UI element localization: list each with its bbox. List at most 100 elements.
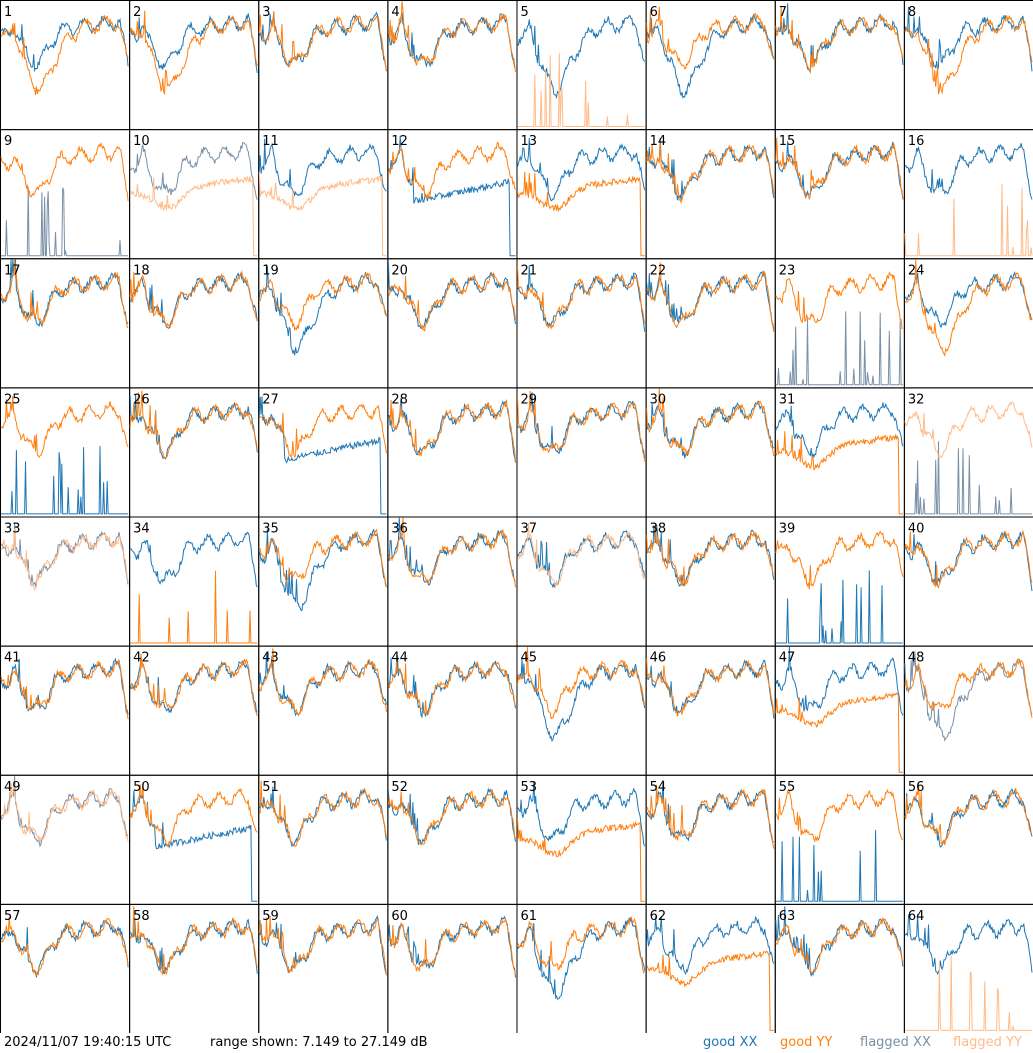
series-yy-line	[258, 11, 387, 71]
series-yy-line	[387, 271, 516, 333]
panel-25: 25	[0, 387, 131, 518]
series-xx-line	[775, 829, 903, 902]
panel-label: 33	[4, 522, 21, 537]
panel-49: 49	[0, 774, 131, 905]
series-xx-line	[775, 906, 904, 978]
panel-13: 13	[516, 129, 647, 260]
panel-label: 12	[391, 134, 408, 149]
series-xx-line	[646, 659, 775, 719]
series-yy-line	[258, 916, 387, 976]
series-xx-line	[258, 138, 387, 198]
series-yy-line	[0, 141, 129, 202]
panel-50: 50	[129, 774, 260, 905]
series-yy-line	[517, 52, 645, 127]
panel-label: 48	[908, 651, 925, 666]
panel-label: 35	[262, 522, 279, 537]
series-yy-line	[775, 917, 904, 974]
series-yy-line	[129, 270, 258, 329]
panel-23: 23	[774, 258, 905, 389]
panel-42: 42	[129, 645, 260, 776]
panel-36: 36	[387, 516, 518, 647]
series-xx-line	[646, 915, 775, 976]
series-xx-line	[517, 781, 646, 847]
panel-label: 23	[779, 263, 796, 278]
legend-good-xx: good XX	[703, 1035, 758, 1050]
series-yy-line	[775, 788, 904, 843]
series-yy-line	[646, 262, 775, 333]
panel-61: 61	[516, 903, 647, 1033]
panel-38: 38	[645, 516, 776, 647]
panel-55: 55	[774, 774, 905, 905]
panel-label: 5	[521, 5, 529, 20]
panel-62: 62	[645, 903, 776, 1033]
panel-53: 53	[516, 774, 647, 905]
series-yy-line	[388, 399, 516, 462]
series-xx-line	[1, 186, 129, 257]
series-yy-line	[904, 401, 1033, 459]
series-xx-line	[646, 13, 775, 99]
panel-frame	[258, 0, 389, 131]
panel-label: 56	[908, 780, 925, 795]
series-xx-line	[904, 913, 1033, 975]
panel-51: 51	[258, 774, 389, 905]
series-xx-line	[129, 13, 258, 74]
panel-label: 26	[133, 392, 150, 407]
series-xx-line	[387, 12, 516, 68]
panel-label: 21	[521, 263, 538, 278]
panel-8: 8	[903, 0, 1033, 131]
panel-label: 2	[133, 5, 141, 20]
panel-30: 30	[645, 387, 776, 518]
panel-label: 6	[650, 5, 658, 20]
series-xx-line	[775, 3, 904, 74]
panel-label: 25	[4, 392, 21, 407]
series-yy-line	[646, 784, 775, 849]
panel-frame	[903, 903, 1033, 1033]
panel-45: 45	[516, 645, 647, 776]
panel-label: 51	[262, 780, 279, 795]
panel-63: 63	[774, 903, 905, 1033]
series-xx-line	[517, 14, 646, 99]
series-yy-line	[129, 653, 258, 717]
panel-label: 64	[908, 909, 925, 924]
panel-label: 45	[521, 651, 538, 666]
series-xx-line	[0, 15, 129, 73]
panel-frame	[903, 0, 1033, 131]
panel-label: 43	[262, 651, 279, 666]
panel-7: 7	[774, 0, 905, 131]
series-xx-line	[517, 530, 646, 589]
panel-label: 28	[391, 392, 408, 407]
panel-label: 36	[391, 522, 408, 537]
panel-22: 22	[645, 258, 776, 389]
panel-1: 1	[0, 0, 131, 131]
series-xx-line	[775, 311, 903, 386]
series-yy-line	[517, 818, 645, 902]
series-yy-line	[646, 524, 775, 587]
panel-label: 14	[650, 134, 667, 149]
series-yy-line	[775, 692, 903, 773]
panel-4: 4	[387, 0, 518, 131]
panel-37: 37	[516, 516, 647, 647]
series-yy-line	[775, 271, 904, 330]
series-yy-line	[517, 647, 646, 720]
series-xx-line	[1, 445, 129, 515]
panel-39: 39	[774, 516, 905, 647]
series-yy-line	[904, 183, 1033, 257]
series-yy-line	[387, 517, 516, 588]
series-xx-line	[129, 271, 258, 329]
panel-label: 17	[4, 263, 21, 278]
panel-label: 1	[4, 5, 12, 20]
series-xx-line	[646, 400, 775, 459]
panel-label: 52	[391, 780, 408, 795]
series-xx-line	[387, 787, 516, 845]
series-xx-line	[129, 531, 258, 588]
series-yy-line	[517, 916, 646, 975]
panel-59: 59	[258, 903, 389, 1033]
series-yy-line	[0, 15, 129, 95]
series-yy-line	[517, 523, 646, 589]
panel-3: 3	[258, 0, 389, 131]
panel-label: 27	[262, 392, 279, 407]
panel-18: 18	[129, 258, 260, 389]
panel-label: 63	[779, 909, 796, 924]
panel-label: 58	[133, 909, 150, 924]
series-yy-line	[129, 176, 258, 257]
